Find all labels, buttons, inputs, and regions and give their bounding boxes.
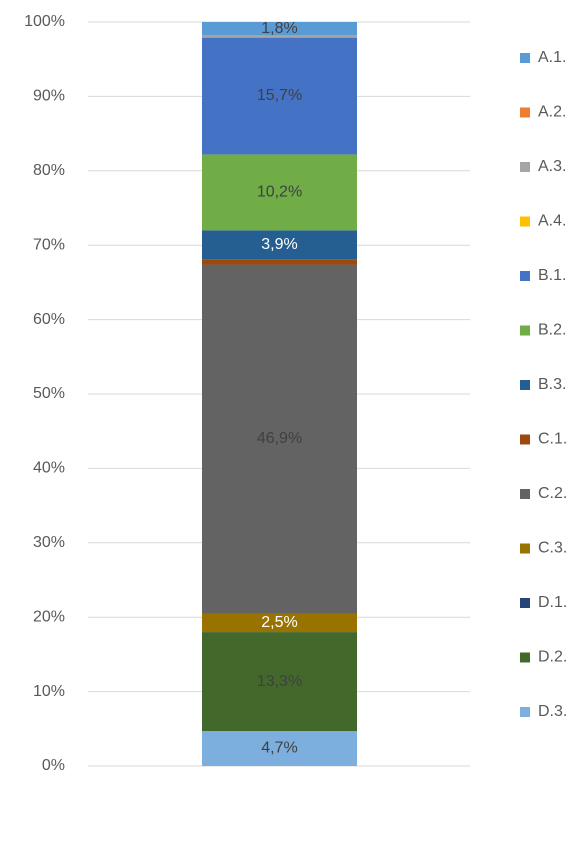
bar-segment	[202, 230, 357, 260]
legend-label: C.3.	[538, 540, 567, 557]
legend-label: D.3.	[538, 703, 567, 720]
data-label: 15,7%	[257, 87, 302, 104]
legend-label: D.1.	[538, 594, 567, 611]
legend-swatch	[520, 598, 530, 608]
data-label: 2,5%	[261, 614, 297, 631]
data-label: 3,9%	[261, 236, 297, 253]
legend-swatch	[520, 53, 530, 63]
y-tick-label: 10%	[33, 683, 65, 700]
legend-label: C.2.	[538, 485, 567, 502]
legend-swatch	[520, 489, 530, 499]
data-label: 10,2%	[257, 184, 302, 201]
legend-swatch	[520, 162, 530, 172]
y-tick-label: 90%	[33, 88, 65, 105]
bar-segment	[202, 264, 357, 614]
bar-segment	[202, 37, 357, 155]
y-tick-label: 100%	[24, 13, 65, 30]
legend-swatch	[520, 325, 530, 336]
bar-segment	[202, 35, 357, 38]
legend-label: A.4.	[538, 213, 566, 230]
y-tick-label: 70%	[33, 236, 65, 253]
bar-segment	[202, 632, 357, 732]
data-label: 13,3%	[257, 673, 302, 690]
y-tick-label: 0%	[42, 757, 65, 774]
legend-swatch	[520, 380, 530, 390]
bar-segment	[202, 154, 357, 231]
legend-swatch	[520, 707, 530, 717]
y-tick-label: 50%	[33, 385, 65, 402]
legend-swatch	[520, 216, 530, 227]
bar-segment	[202, 22, 357, 36]
bar-segment	[202, 613, 357, 633]
legend-label: B.3.	[538, 376, 566, 393]
y-tick-label: 60%	[33, 311, 65, 328]
bar-segment	[202, 731, 357, 766]
legend-label: B.2.	[538, 322, 566, 339]
legend-label: C.1.	[538, 431, 567, 448]
legend-label: D.2.	[538, 649, 567, 666]
data-label: 46,9%	[257, 430, 302, 447]
y-tick-label: 80%	[33, 162, 65, 179]
legend-label: A.3.	[538, 158, 566, 175]
data-label: 1,8%	[261, 20, 297, 37]
legend-swatch	[520, 434, 530, 445]
bar-segment	[202, 259, 357, 265]
legend-label: B.1.	[538, 267, 566, 284]
legend-swatch	[520, 107, 530, 118]
y-tick-label: 20%	[33, 608, 65, 625]
y-tick-label: 40%	[33, 460, 65, 477]
legend-swatch	[520, 652, 530, 663]
y-tick-label: 30%	[33, 534, 65, 551]
legend-swatch	[520, 271, 530, 281]
legend-swatch	[520, 543, 530, 554]
data-label: 4,7%	[261, 740, 297, 757]
legend-label: A.2.	[538, 104, 566, 121]
legend-label: A.1.	[538, 49, 566, 66]
